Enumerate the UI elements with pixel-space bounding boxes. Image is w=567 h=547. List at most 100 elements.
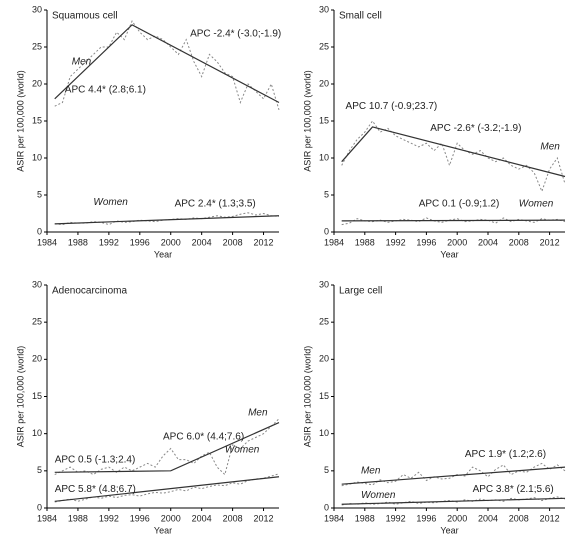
series-label: Men (540, 142, 560, 153)
y-axis-label: ASIR per 100,000 (world) (302, 346, 312, 448)
y-tick-label: 15 (32, 115, 42, 125)
annotation: APC 10.7 (-0.9;23.7) (346, 101, 438, 112)
annotation: APC 6.0* (4.4;7.6) (163, 431, 244, 442)
x-tick-label: 1988 (355, 237, 375, 247)
y-tick-label: 30 (319, 279, 329, 289)
x-tick-label: 1992 (99, 513, 119, 523)
panel-title: Large cell (339, 286, 382, 297)
y-tick-label: 10 (32, 152, 42, 162)
panel-title: Adenocarcinoma (52, 286, 127, 297)
x-tick-label: 2000 (447, 237, 467, 247)
y-tick-label: 30 (32, 4, 42, 14)
x-tick-label: 1984 (324, 237, 344, 247)
x-axis-label: Year (440, 249, 458, 259)
x-tick-label: 2008 (223, 237, 243, 247)
x-tick-label: 2000 (161, 237, 181, 247)
series-label: Women (519, 199, 554, 210)
x-tick-label: 2008 (509, 237, 529, 247)
x-tick-label: 1996 (130, 237, 150, 247)
observed-line (54, 212, 280, 226)
panel-title: Squamous cell (52, 11, 118, 22)
y-tick-label: 25 (319, 41, 329, 51)
annotation: APC -2.6* (-3.2;-1.9) (430, 123, 521, 134)
y-tick-label: 20 (319, 78, 329, 88)
trend-line (341, 466, 566, 485)
y-tick-label: 15 (319, 391, 329, 401)
series-label: Men (361, 465, 381, 476)
x-tick-label: 1988 (68, 513, 88, 523)
trend-line (54, 215, 280, 225)
y-tick-label: 25 (32, 41, 42, 51)
y-tick-label: 30 (319, 4, 329, 14)
annotation: APC 5.8* (4.8;6.7) (55, 484, 136, 495)
x-axis-label: Year (154, 525, 172, 535)
x-tick-label: 1992 (386, 237, 406, 247)
annotation: APC -2.4* (-3.0;-1.9) (190, 28, 281, 39)
y-tick-label: 5 (324, 465, 329, 475)
observed-line (341, 217, 566, 226)
y-tick-label: 10 (319, 152, 329, 162)
x-tick-label: 1996 (130, 513, 150, 523)
y-tick-label: 10 (32, 428, 42, 438)
x-tick-label: 1984 (324, 513, 344, 523)
annotation: APC 2.4* (1.3;3.5) (175, 199, 256, 210)
trend-line (54, 476, 280, 502)
y-tick-label: 15 (319, 115, 329, 125)
y-axis-label: ASIR per 100,000 (world) (15, 70, 25, 172)
x-tick-label: 2012 (540, 237, 560, 247)
annotation: APC 1.9* (1.2;2.6) (465, 449, 546, 460)
x-tick-label: 1992 (99, 237, 119, 247)
observed-line (341, 120, 566, 193)
series-label: Women (93, 197, 128, 208)
x-tick-label: 2004 (478, 513, 498, 523)
x-axis-label: Year (154, 249, 172, 259)
y-tick-label: 25 (319, 317, 329, 327)
x-tick-label: 2000 (447, 513, 467, 523)
x-tick-label: 1984 (37, 237, 57, 247)
x-tick-label: 1984 (37, 513, 57, 523)
x-tick-label: 2004 (192, 237, 212, 247)
trend-line (341, 126, 566, 178)
trend-line (54, 24, 280, 104)
x-tick-label: 1988 (68, 237, 88, 247)
trend-line (341, 219, 566, 222)
y-tick-label: 5 (37, 189, 42, 199)
observed-line (54, 473, 280, 503)
x-tick-label: 2008 (509, 513, 529, 523)
annotation: APC 0.5 (-1.3;2.4) (55, 454, 136, 465)
y-tick-label: 10 (319, 428, 329, 438)
y-tick-label: 0 (37, 226, 42, 236)
y-axis-label: ASIR per 100,000 (world) (15, 346, 25, 448)
y-tick-label: 20 (32, 354, 42, 364)
annotation: APC 3.8* (2.1;5.6) (473, 484, 554, 495)
y-axis-label: ASIR per 100,000 (world) (302, 70, 312, 172)
y-tick-label: 20 (32, 78, 42, 88)
series-label: Men (248, 407, 268, 418)
x-tick-label: 2012 (540, 513, 560, 523)
trend-line (54, 421, 280, 473)
series-label: Women (361, 490, 396, 501)
series-label: Women (225, 445, 260, 456)
annotation: APC 0.1 (-0.9;1.2) (419, 199, 500, 210)
y-tick-label: 25 (32, 317, 42, 327)
x-tick-label: 1992 (386, 513, 406, 523)
x-tick-label: 2004 (192, 513, 212, 523)
x-tick-label: 1996 (416, 513, 436, 523)
observed-line (341, 462, 566, 487)
y-tick-label: 20 (319, 354, 329, 364)
trend-line (341, 497, 566, 505)
y-tick-label: 5 (37, 465, 42, 475)
y-tick-label: 0 (37, 502, 42, 512)
y-tick-label: 30 (32, 279, 42, 289)
x-tick-label: 2012 (254, 513, 274, 523)
series-label: Men (72, 56, 92, 67)
observed-line (54, 418, 280, 476)
x-tick-label: 2012 (254, 237, 274, 247)
x-tick-label: 2004 (478, 237, 498, 247)
x-tick-label: 1988 (355, 513, 375, 523)
annotation: APC 4.4* (2.8;6.1) (65, 85, 146, 96)
x-tick-label: 1996 (416, 237, 436, 247)
y-tick-label: 5 (324, 189, 329, 199)
